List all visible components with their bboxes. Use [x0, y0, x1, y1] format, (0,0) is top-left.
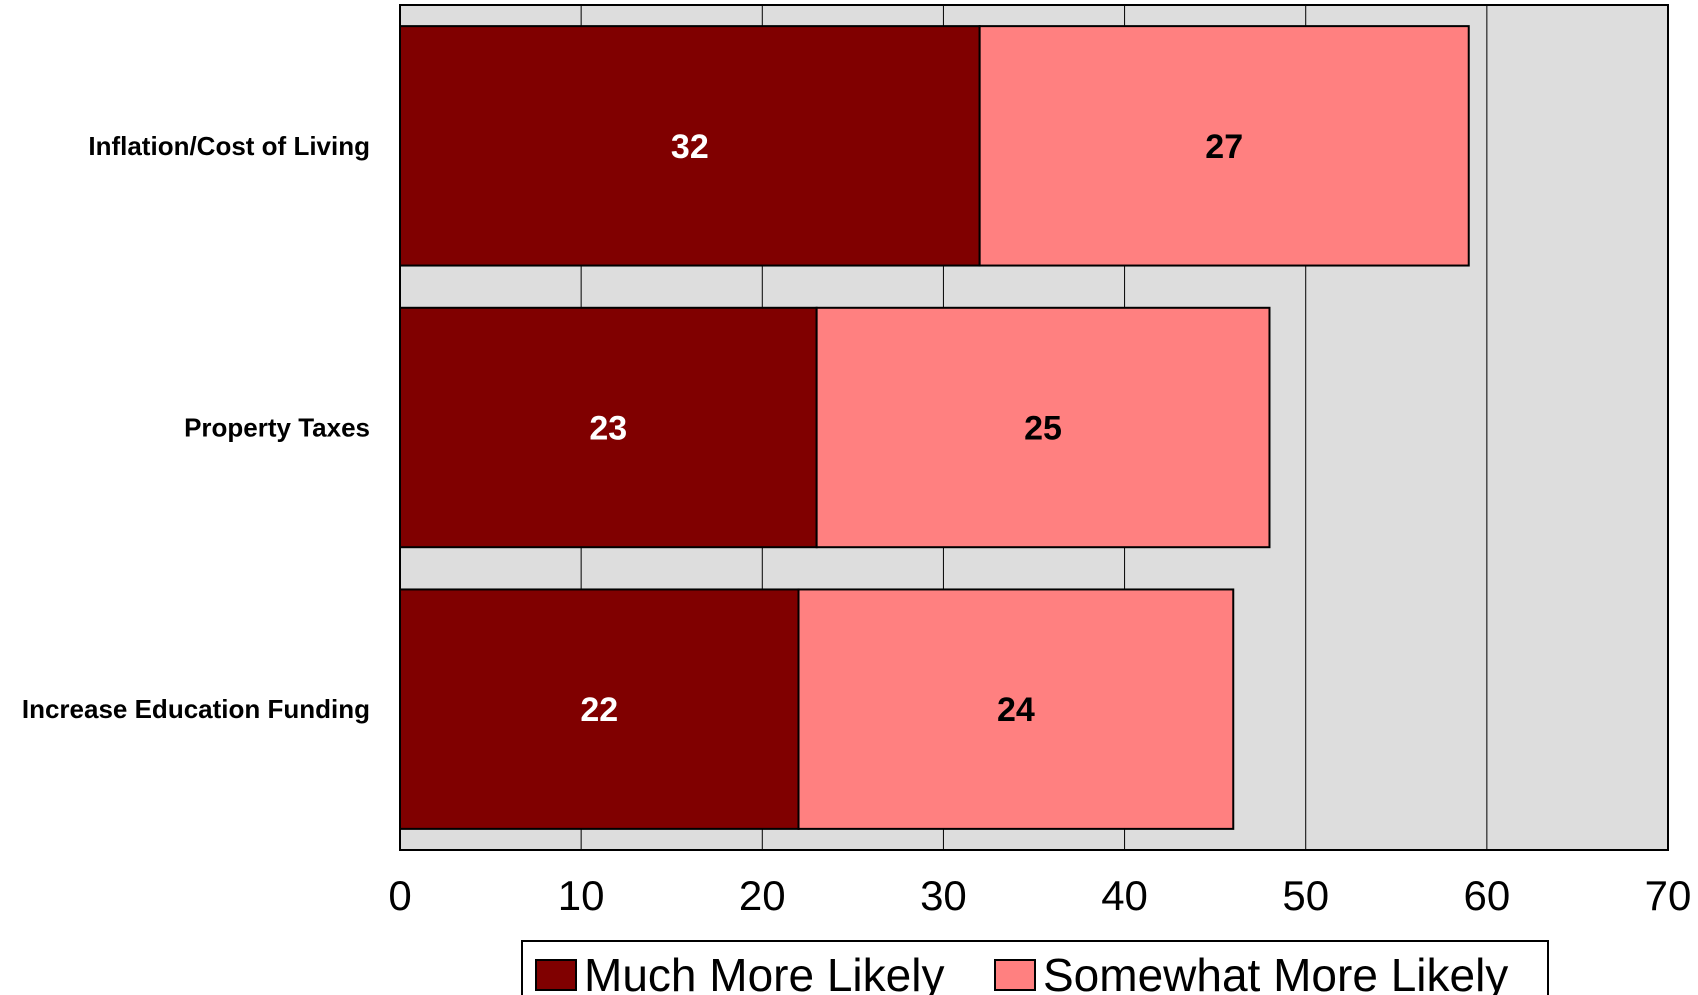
legend-label-somewhat-more-likely: Somewhat More Likely	[1043, 949, 1508, 995]
category-label-inflation-cost-of-living: Inflation/Cost of Living	[88, 131, 370, 161]
legend-label-much-more-likely: Much More Likely	[584, 949, 944, 995]
legend-swatch-somewhat-more-likely	[994, 959, 1036, 991]
tick-label-60: 60	[1463, 872, 1510, 919]
data-label-somewhat-more-likely-property-taxes: 25	[1024, 410, 1062, 448]
data-label-much-more-likely-inflation-cost-of-living: 32	[671, 128, 709, 166]
tick-label-10: 10	[558, 872, 605, 919]
data-label-much-more-likely-increase-education-funding: 22	[580, 691, 618, 729]
tick-label-70: 70	[1645, 872, 1692, 919]
bar-somewhat-more-likely-property-taxes	[815, 306, 1271, 549]
bars: 32 27 23 25 22 24	[399, 25, 1470, 830]
category-label-increase-education-funding: Increase Education Funding	[22, 694, 370, 724]
tick-label-0: 0	[388, 872, 411, 919]
legend-swatch-much-more-likely	[535, 959, 577, 991]
bar-somewhat-more-likely-increase-education-funding	[797, 588, 1235, 830]
category-label-property-taxes: Property Taxes	[184, 413, 370, 443]
tick-label-30: 30	[920, 872, 967, 919]
bar-much-more-likely-increase-education-funding	[399, 588, 800, 830]
tick-label-20: 20	[739, 872, 786, 919]
bar-somewhat-more-likely-inflation-cost-of-living	[978, 25, 1470, 267]
data-label-somewhat-more-likely-increase-education-funding: 24	[997, 691, 1035, 729]
legend: Much More Likely Somewhat More Likely	[521, 940, 1549, 995]
plot-border	[399, 4, 1669, 851]
data-label-somewhat-more-likely-inflation-cost-of-living: 27	[1205, 128, 1243, 166]
data-label-much-more-likely-property-taxes: 23	[589, 410, 627, 448]
category-labels: Inflation/Cost of Living Property Taxes In…	[22, 131, 370, 724]
x-axis-tick-labels: 0 10 20 30 40 50 60 70	[388, 872, 1691, 919]
tick-label-50: 50	[1282, 872, 1329, 919]
bar-much-more-likely-property-taxes	[399, 306, 818, 549]
tick-label-40: 40	[1101, 872, 1148, 919]
